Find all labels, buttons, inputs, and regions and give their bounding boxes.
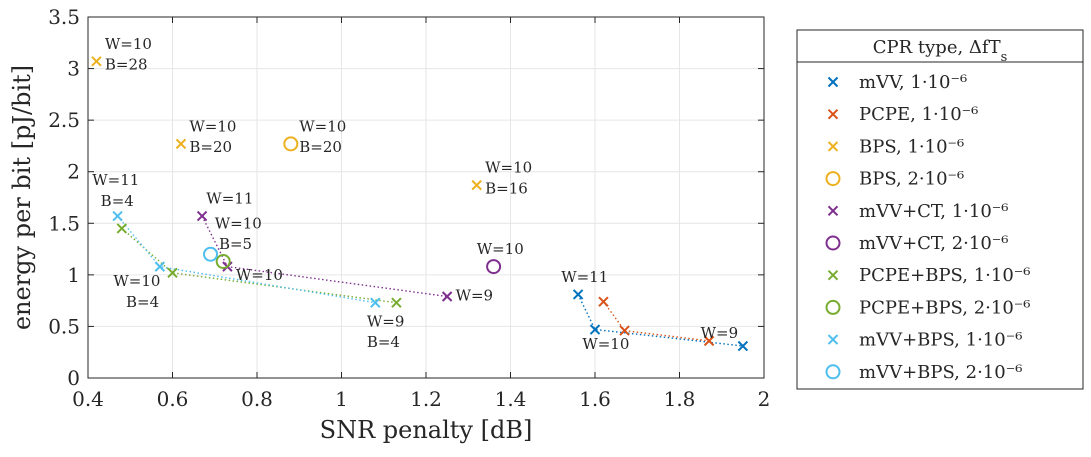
x-tick-label: 0.8 <box>241 387 273 411</box>
annotation-label: W=10 <box>189 117 236 135</box>
annotation-label: W=11 <box>206 190 253 208</box>
data-point <box>486 259 502 275</box>
legend-marker <box>827 269 839 281</box>
data-point <box>112 210 123 222</box>
data-point <box>215 253 231 269</box>
annotation-label: W=10 <box>477 240 524 258</box>
data-point <box>703 335 715 347</box>
y-tick-label: 2 <box>67 160 80 184</box>
y-tick-label: 1 <box>67 263 80 287</box>
y-tick-label: 2.5 <box>48 108 80 132</box>
y-tick-label: 0 <box>67 366 80 390</box>
x-tick-label: 0.6 <box>157 387 189 411</box>
legend-box <box>796 29 1084 390</box>
legend-label: PCPE+BPS, 2·10⁻⁶ <box>859 297 1030 318</box>
annotations: W=10 B=28 W=10 B=20 W=10 B=20 W=10 B=16 W=11 B=4 W… <box>92 35 738 353</box>
y-tick-label: 1.5 <box>48 211 80 235</box>
data-point <box>391 297 402 308</box>
legend-items: mVV, 1·10⁻⁶ PCPE, 1·10⁻⁶ BPS, 1·10⁻⁶ BPS, 2… <box>825 72 1030 383</box>
data-point <box>572 289 584 300</box>
annotation-label: W=10 <box>299 117 346 135</box>
x-axis-label: SNR penalty [dB] <box>320 416 533 444</box>
series-line-1 <box>602 301 710 342</box>
legend-marker <box>827 108 839 120</box>
legend-marker <box>825 235 841 251</box>
annotation-label: B=20 <box>299 138 342 156</box>
annotation-label: B=4 <box>367 333 400 351</box>
annotation-label: B=5 <box>219 235 252 253</box>
annotation-label: W=10 <box>485 159 532 177</box>
data-point <box>154 261 166 272</box>
annotation-label: W=9 <box>367 312 405 330</box>
x-tick-label: 1 <box>335 387 348 411</box>
data-point <box>91 56 102 67</box>
annotation-label: B=4 <box>101 192 134 210</box>
data-point <box>589 324 601 335</box>
legend-marker <box>827 205 839 217</box>
annotation-label: W=11 <box>92 171 139 189</box>
annotation-label: B=20 <box>189 138 232 156</box>
data-point <box>283 136 299 152</box>
legend-marker <box>825 299 841 315</box>
annotation-label: B=4 <box>126 293 159 311</box>
legend-label: PCPE, 1·10⁻⁶ <box>859 104 978 125</box>
legend-label: mVV, 1·10⁻⁶ <box>859 72 967 93</box>
data-point <box>471 179 482 191</box>
legend-label: mVV+CT, 1·10⁻⁶ <box>859 201 1009 222</box>
legend-marker <box>825 364 841 380</box>
x-tick-label: 1.6 <box>579 387 611 411</box>
annotation-label: B=16 <box>485 179 528 197</box>
annotation-label: W=10 <box>236 266 283 284</box>
legend-marker <box>825 171 841 187</box>
x-tick-label: 0.4 <box>72 387 104 411</box>
annotation-label: W=11 <box>561 268 608 286</box>
y-tick-label: 3 <box>67 57 80 81</box>
legend-label: mVV+CT, 2·10⁻⁶ <box>859 233 1009 254</box>
data-point <box>441 291 453 302</box>
series-markers <box>91 56 749 352</box>
annotation-label: W=9 <box>701 324 739 342</box>
y-tick-label: 3.5 <box>48 5 80 29</box>
y-axis-label: energy per bit [pJ/bit] <box>8 65 36 330</box>
annotation-label: W=10 <box>105 35 152 53</box>
y-tick-label: 0.5 <box>48 314 80 338</box>
x-tick-label: 1.4 <box>495 387 527 411</box>
legend-label: mVV+BPS, 1·10⁻⁶ <box>859 330 1022 351</box>
legend-marker <box>827 334 839 345</box>
ticks: 0.4 0.6 0.8 1 1.2 1.4 1.6 1.8 2 0 0.5 1 1.5 2 2.5 3 3.5 <box>48 5 770 411</box>
data-point <box>619 325 630 336</box>
data-point <box>203 246 219 262</box>
data-point <box>737 340 749 352</box>
data-point <box>598 296 609 307</box>
x-tick-label: 1.2 <box>410 387 442 411</box>
data-point <box>175 138 187 150</box>
annotation-label: B=28 <box>105 56 148 74</box>
annotation-label: W=10 <box>582 335 629 353</box>
legend-label: mVV+BPS, 2·10⁻⁶ <box>859 362 1022 383</box>
annotation-label: W=10 <box>215 214 262 232</box>
legend-marker <box>827 76 839 88</box>
data-point <box>116 223 128 234</box>
legend-label: PCPE+BPS, 1·10⁻⁶ <box>859 265 1030 286</box>
legend-label: BPS, 2·10⁻⁶ <box>859 169 964 190</box>
data-point <box>370 297 381 308</box>
series-line-0 <box>577 294 743 347</box>
annotation-label: W=9 <box>456 287 494 305</box>
legend-label: BPS, 1·10⁻⁶ <box>859 136 964 157</box>
x-tick-label: 2 <box>758 387 771 411</box>
annotation-label: W=10 <box>113 272 160 290</box>
data-point <box>167 267 178 279</box>
data-point <box>196 210 208 222</box>
x-tick-label: 1.8 <box>664 387 696 411</box>
legend-marker <box>827 141 839 152</box>
